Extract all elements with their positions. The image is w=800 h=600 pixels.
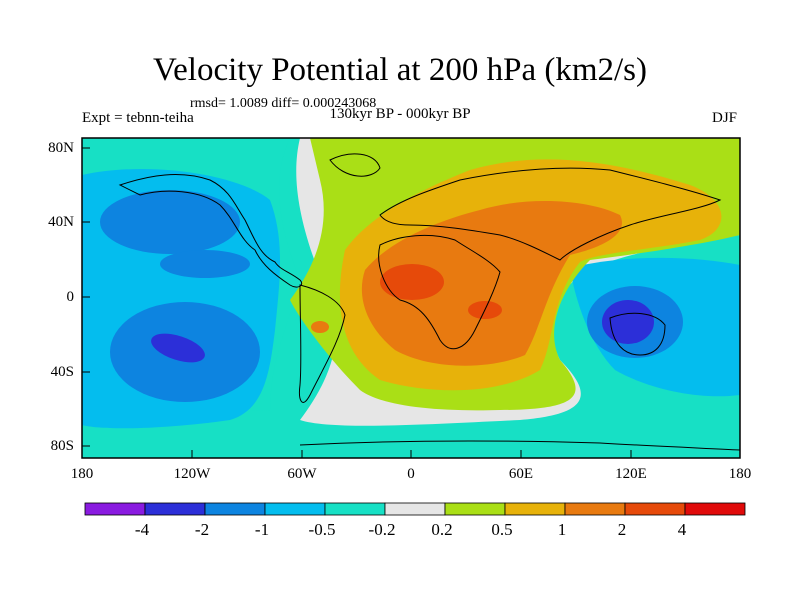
lat-label-0: 0 xyxy=(66,289,75,305)
axis-ticks xyxy=(82,147,632,458)
field-redorange-africa xyxy=(380,264,444,300)
colorbar-swatch xyxy=(624,502,686,516)
colorbar-label: -1 xyxy=(254,520,270,539)
colorbar-label: 1 xyxy=(557,520,567,539)
colorbar-swatch xyxy=(384,502,446,516)
colorbar-label: -0.2 xyxy=(368,520,396,539)
field-blue-npacific xyxy=(100,190,240,254)
colorbar-label: -4 xyxy=(134,520,150,539)
colorbar-label: 4 xyxy=(677,520,687,539)
colorbar-label: 0.5 xyxy=(491,520,513,539)
colorbar-swatch xyxy=(264,502,326,516)
lon-label-120w: 120W xyxy=(173,466,211,482)
south-america-coast xyxy=(299,284,346,403)
colorbar-swatch xyxy=(444,502,506,516)
lon-label-60e: 60E xyxy=(508,466,534,482)
lat-label-80n: 80N xyxy=(48,140,74,156)
colorbar-swatch xyxy=(84,502,146,516)
lon-label-180e: 180 xyxy=(728,466,752,482)
field-blue-centralpacific xyxy=(160,250,250,278)
field-orange-small xyxy=(311,321,329,333)
north-america-coast xyxy=(118,174,303,288)
lon-label-180w: 180 xyxy=(70,466,94,482)
chart-title: Velocity Potential at 200 hPa (km2/s) xyxy=(152,52,648,88)
lat-label-80s: 80S xyxy=(50,438,74,454)
season-label: DJF xyxy=(712,110,738,126)
lon-label-0: 0 xyxy=(407,466,415,482)
contour-field xyxy=(82,138,740,458)
colorbar xyxy=(84,502,746,516)
field-darkblue-spacific xyxy=(151,333,205,363)
colorbar-label: 0.2 xyxy=(431,520,453,539)
colorbar-label: -2 xyxy=(194,520,210,539)
lat-label-40n: 40N xyxy=(48,214,74,230)
period-label: 130kyr BP - 000kyr BP xyxy=(329,106,471,122)
field-darkblue-maritime xyxy=(602,300,654,344)
lon-label-60w: 60W xyxy=(287,466,317,482)
colorbar-swatch xyxy=(324,502,386,516)
experiment-label: Expt = tebnn-teiha xyxy=(82,110,194,126)
colorbar-swatch xyxy=(564,502,626,516)
field-orange xyxy=(361,200,622,366)
colorbar-swatch xyxy=(144,502,206,516)
colorbar-swatch xyxy=(684,502,746,516)
colorbar-swatch xyxy=(504,502,566,516)
greenland-coast xyxy=(329,153,381,177)
lon-label-120e: 120E xyxy=(615,466,647,482)
antarctica-coast xyxy=(299,440,740,451)
colorbar-label: 2 xyxy=(617,520,627,539)
australia-coast xyxy=(609,312,666,356)
eurasia-coast xyxy=(379,167,722,261)
lat-label-40s: 40S xyxy=(50,364,74,380)
colorbar-label: -0.5 xyxy=(308,520,336,539)
stats-line: rmsd= 1.0089 diff= 0.000243068 xyxy=(190,96,377,111)
coastlines xyxy=(118,153,740,451)
colorbar-swatch xyxy=(204,502,266,516)
africa-coast xyxy=(378,235,501,350)
